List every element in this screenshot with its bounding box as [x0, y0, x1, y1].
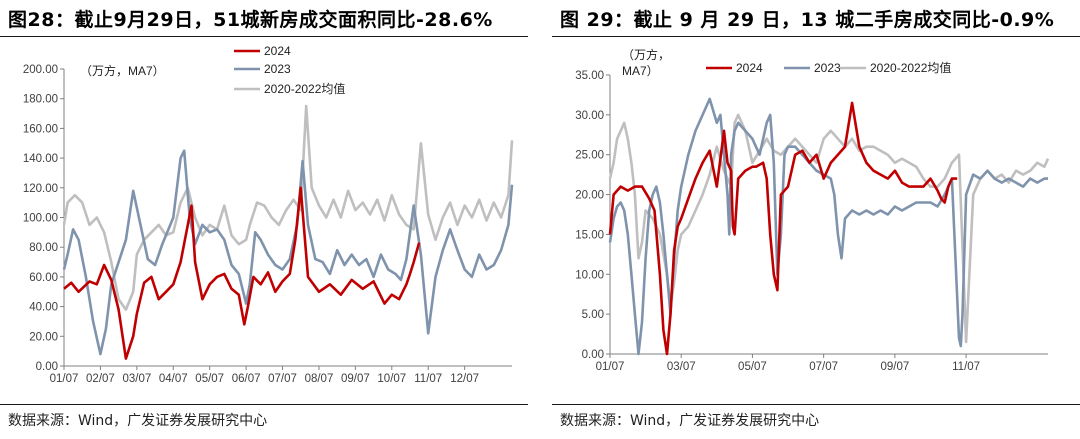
series-line-2024: [63, 186, 421, 360]
series-line-2023: [608, 97, 1048, 356]
x-tick-label: 04/07: [159, 373, 188, 385]
x-tick-label: 09/07: [880, 361, 909, 373]
x-tick-label: 05/07: [738, 361, 767, 373]
series-line-2020-2022均值: [608, 113, 1050, 344]
y-tick-label: 5.00: [582, 309, 604, 321]
legend-label: 2023: [264, 62, 291, 76]
y-tick-label: 20.00: [29, 331, 58, 343]
y-tick-label: 10.00: [575, 269, 604, 281]
y-tick-label: 30.00: [575, 110, 604, 122]
y-tick-label: 15.00: [575, 229, 604, 241]
x-tick-label: 10/07: [377, 373, 406, 385]
y-tick-label: 60.00: [29, 272, 58, 284]
y-tick-label: 80.00: [29, 242, 58, 254]
y-tick-label: 0.00: [36, 361, 58, 373]
unit-label: （万方，: [622, 47, 670, 62]
chart-plot: 0.00 5.00 10.00 15.00 20.00 25.00 30.00 35.00 01…: [575, 47, 1050, 373]
y-tick-label: 180.00: [23, 94, 58, 106]
y-tick-label: 40.00: [29, 302, 58, 314]
y-tick-label: 100.00: [23, 213, 58, 225]
unit-label: MA7）: [622, 64, 659, 78]
legend-label: 2024: [736, 61, 763, 75]
chart-plot: 0.00 20.00 40.00 60.00 80.00 100.00 120.00 140.…: [23, 44, 514, 385]
legend-label: 2024: [264, 44, 291, 58]
unit-label: （万方，MA7）: [80, 63, 165, 78]
y-tick-label: 160.00: [23, 123, 58, 135]
legend-label: 2020-2022均值: [264, 81, 345, 96]
title-rule: [552, 36, 1080, 37]
x-tick-label: 02/07: [86, 373, 115, 385]
y-tick-label: 200.00: [23, 64, 58, 76]
y-tick-label: 25.00: [575, 150, 604, 162]
x-tick-label: 03/07: [122, 373, 151, 385]
y-tick-label: 120.00: [23, 183, 58, 195]
x-tick-label: 11/07: [952, 361, 980, 373]
y-tick-label: 0.00: [582, 349, 604, 361]
chart-title: 图28：截止9月29日，51城新房成交面积同比-28.6%: [8, 9, 493, 31]
chart-title: 图 29：截止 9 月 29 日，13 城二手房成交同比-0.9%: [560, 9, 1055, 31]
source-rule: [0, 404, 528, 405]
title-rule: [0, 36, 528, 37]
x-tick-label: 01/07: [50, 373, 79, 385]
x-tick-label: 11/07: [414, 373, 442, 385]
legend-label: 2023: [814, 61, 841, 75]
x-tick-label: 03/07: [667, 361, 696, 373]
x-tick-label: 07/07: [809, 361, 838, 373]
x-tick-label: 07/07: [268, 373, 297, 385]
x-tick-label: 12/07: [450, 373, 479, 385]
series-line-2020-2022均值: [62, 104, 514, 311]
x-tick-label: 06/07: [232, 373, 261, 385]
y-tick-label: 35.00: [575, 70, 604, 82]
x-tick-label: 08/07: [305, 373, 334, 385]
chart-panel-new-home: 图28：截止9月29日，51城新房成交面积同比-28.6% 0.00 20.00 4…: [0, 0, 528, 439]
series-line-2023: [62, 149, 514, 356]
x-tick-label: 09/07: [341, 373, 370, 385]
x-tick-label: 01/07: [596, 361, 625, 373]
source-note: 数据来源：Wind，广发证券发展研究中心: [560, 413, 820, 429]
legend-label: 2020-2022均值: [870, 60, 951, 75]
y-tick-label: 140.00: [23, 153, 58, 165]
source-rule: [552, 404, 1080, 405]
chart-panel-second-hand: 图 29：截止 9 月 29 日，13 城二手房成交同比-0.9% 0.00 5.…: [552, 0, 1080, 439]
x-tick-label: 05/07: [195, 373, 224, 385]
source-note: 数据来源：Wind，广发证券发展研究中心: [8, 413, 268, 429]
series-line-2024: [608, 101, 958, 356]
y-tick-label: 20.00: [575, 190, 604, 202]
